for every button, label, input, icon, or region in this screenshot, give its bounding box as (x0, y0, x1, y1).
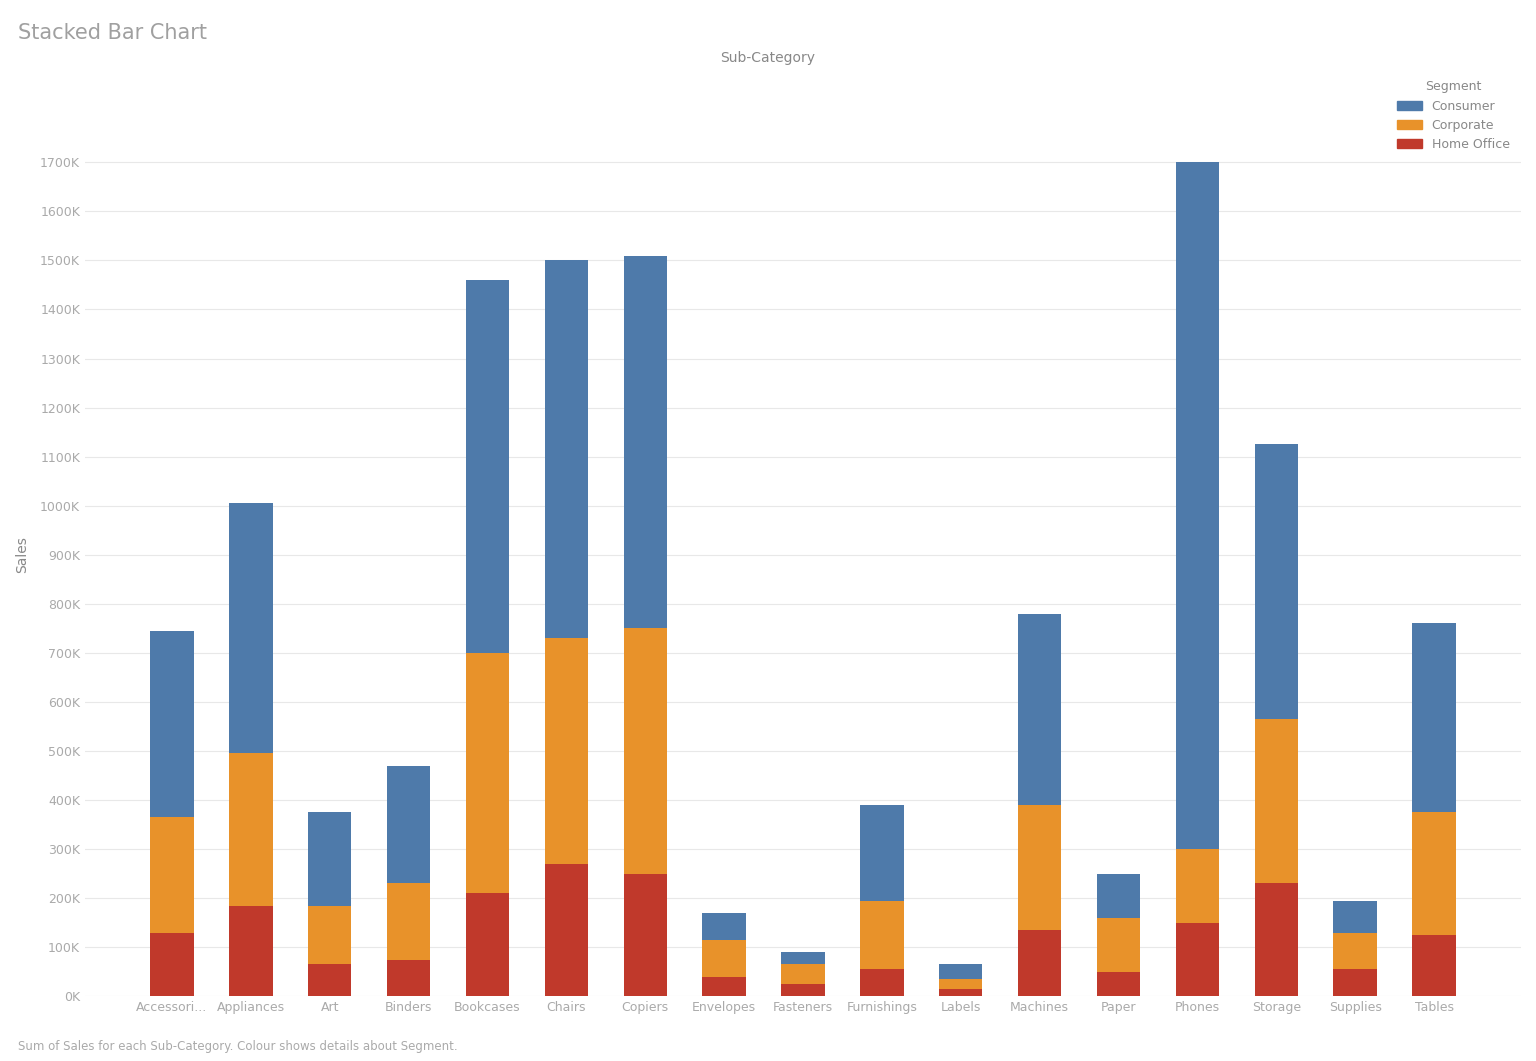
Bar (1018, 613, 1061, 805)
Bar (1333, 901, 1376, 933)
Bar (1333, 933, 1376, 970)
Y-axis label: Sales: Sales (15, 537, 29, 573)
Bar (545, 260, 588, 638)
Text: Sub-Category: Sub-Category (720, 51, 816, 66)
Bar (702, 940, 746, 977)
Bar (1018, 805, 1061, 930)
Bar (1097, 972, 1140, 996)
Text: Sum of Sales for each Sub-Category. Colour shows details about Segment.: Sum of Sales for each Sub-Category. Colo… (18, 1040, 458, 1053)
Bar (1175, 923, 1220, 996)
Bar (624, 256, 667, 628)
Bar (1175, 849, 1220, 923)
Bar (938, 979, 983, 989)
Bar (545, 638, 588, 864)
Bar (545, 864, 588, 996)
Legend: Consumer, Corporate, Home Office: Consumer, Corporate, Home Office (1392, 75, 1514, 156)
Bar (624, 873, 667, 996)
Bar (782, 964, 825, 984)
Bar (1412, 624, 1456, 813)
Bar (151, 631, 194, 817)
Bar (860, 901, 903, 970)
Bar (387, 884, 430, 959)
Bar (938, 989, 983, 996)
Bar (938, 964, 983, 979)
Bar (1333, 970, 1376, 996)
Bar (1018, 930, 1061, 996)
Text: Stacked Bar Chart: Stacked Bar Chart (18, 23, 207, 44)
Bar (860, 805, 903, 901)
Bar (465, 280, 508, 653)
Bar (1255, 445, 1298, 719)
Bar (309, 813, 352, 905)
Bar (1412, 935, 1456, 996)
Bar (782, 952, 825, 964)
Bar (1255, 884, 1298, 996)
Bar (229, 503, 272, 753)
Bar (151, 817, 194, 933)
Bar (624, 628, 667, 873)
Bar (1412, 813, 1456, 935)
Bar (229, 753, 272, 905)
Bar (702, 912, 746, 940)
Bar (387, 959, 430, 996)
Bar (860, 970, 903, 996)
Bar (309, 964, 352, 996)
Bar (782, 984, 825, 996)
Bar (387, 766, 430, 884)
Bar (465, 893, 508, 996)
Bar (465, 653, 508, 893)
Bar (702, 977, 746, 996)
Bar (1097, 873, 1140, 918)
Bar (1097, 918, 1140, 972)
Bar (229, 905, 272, 996)
Bar (1175, 162, 1220, 849)
Bar (151, 933, 194, 996)
Bar (309, 905, 352, 964)
Bar (1255, 719, 1298, 884)
